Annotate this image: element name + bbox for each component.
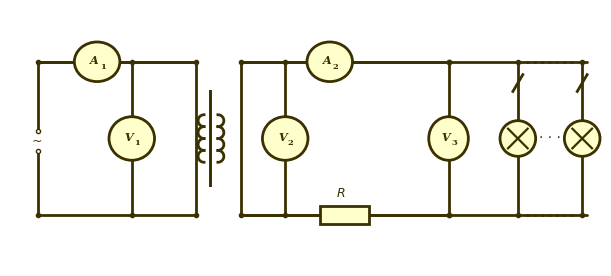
Text: V: V — [278, 132, 287, 143]
Ellipse shape — [109, 117, 155, 160]
Text: 1: 1 — [100, 63, 106, 71]
Text: $R$: $R$ — [336, 187, 345, 200]
Ellipse shape — [263, 117, 308, 160]
Text: 3: 3 — [451, 139, 457, 147]
Text: · · ·: · · · — [539, 131, 561, 145]
Text: A: A — [323, 55, 331, 66]
FancyBboxPatch shape — [320, 206, 370, 224]
Text: A: A — [90, 55, 98, 66]
Text: 1: 1 — [134, 139, 140, 147]
Text: V: V — [125, 132, 133, 143]
Text: V: V — [441, 132, 450, 143]
Text: 2: 2 — [288, 139, 293, 147]
Ellipse shape — [75, 42, 120, 82]
Ellipse shape — [307, 42, 353, 82]
Circle shape — [565, 121, 600, 156]
Circle shape — [500, 121, 536, 156]
Text: 2: 2 — [332, 63, 338, 71]
Ellipse shape — [429, 117, 469, 160]
Text: ~: ~ — [32, 134, 42, 147]
